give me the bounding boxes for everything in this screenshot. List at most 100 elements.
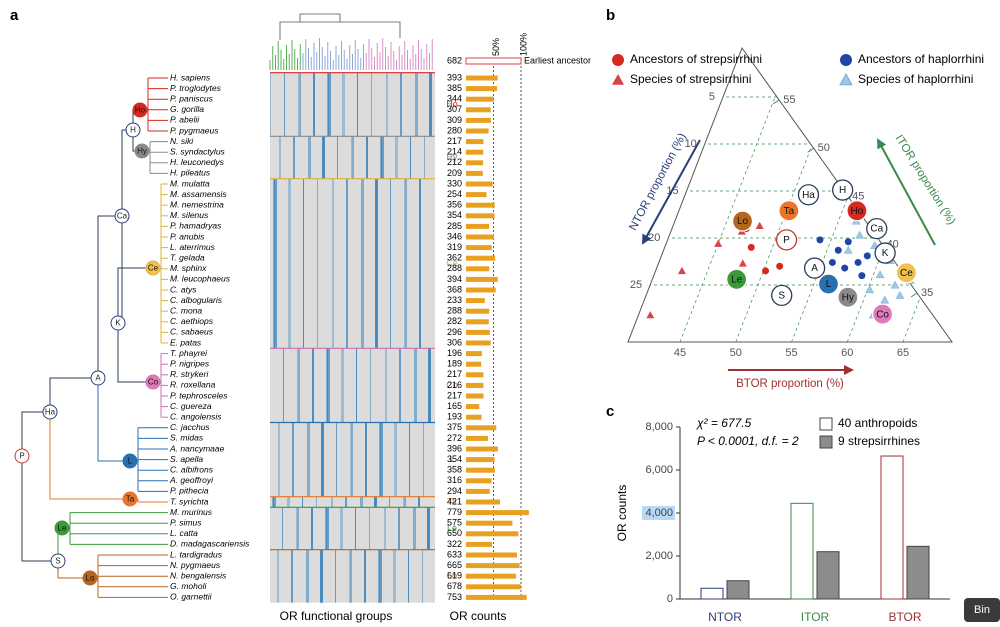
itor-tick [772,99,780,105]
tree-node [114,208,130,224]
species-name: L. tardigradus [170,549,223,559]
heatmap-stripe [322,136,325,179]
count-label: 319 [447,242,462,252]
heatmap-stripe [427,507,430,550]
count-label: 396 [447,443,462,453]
count-bar [466,139,484,145]
bar [790,502,814,600]
group-label: Ce [446,258,458,268]
heatmap-stripe [308,136,311,179]
heatmap-stripe [389,496,390,508]
count-bar [466,96,494,102]
heatmap-stripe [394,422,397,497]
count-label: 294 [447,486,462,496]
heatmap-stripe [395,136,398,179]
heatmap-stripe [355,507,356,550]
heatmap-stripe [356,348,357,423]
count-bar [466,584,521,590]
tree-branch [49,377,98,412]
heatmap-stripe [357,72,358,137]
group-label: Ta [447,496,457,506]
heatmap-stripe [384,507,386,550]
count-label: 421 [447,496,462,506]
species-name: M. silenus [170,210,209,220]
count-label: 346 [447,231,462,241]
species-name: P. tephrosceles [170,390,228,400]
triangle-point [612,74,624,85]
count-label: 393 [447,72,462,82]
heatmap-stripe [296,507,297,550]
heatmap-stripe [282,507,283,550]
circle-point [776,262,784,270]
heatmap-block [270,72,435,137]
tree-node [50,553,66,569]
species-name: P. hamadryas [170,221,222,231]
percent-label: 100% [518,33,528,56]
count-label: 209 [447,168,462,178]
heatmap-stripe [398,507,400,550]
heatmap-stripe [273,178,275,349]
itor-tick [910,292,918,298]
heatmap-block [270,348,435,423]
itor-arrow [877,138,936,246]
count-bar [466,298,485,304]
itor-tick-label: 50 [818,142,830,154]
triangle-point [855,230,865,239]
species-name: H. pileatus [170,168,211,178]
itor-tick-label: 35 [921,287,933,299]
ntor-arrow [642,139,701,245]
ternary: 45505560655101520253540455055NTOR propor… [612,46,984,390]
ancestor-label: A [811,263,818,274]
heatmap-stripe [379,422,381,497]
ancestor-point [725,268,748,291]
heatmap-stripe [370,348,371,423]
bar [880,455,904,600]
species-name: M. murinus [170,507,213,517]
ancestor-point [837,286,859,308]
count-bar [466,393,484,399]
x-tick-label: ITOR [801,610,830,624]
species-name: P. anubis [170,231,205,241]
count-label: 217 [447,136,462,146]
btor-tick-label: 65 [897,347,909,359]
count-label: 650 [447,528,462,538]
tooltip-box [964,598,1000,622]
count-label: 217 [447,369,462,379]
itor-axis-label: ITOR proportion (%) [893,133,958,227]
triangle-point [865,285,875,294]
heatmap-stripe [274,178,277,349]
y-tick-label: 6,000 [645,464,673,476]
count-bar [466,308,490,314]
species-name: N. bengalensis [170,570,227,580]
heatmap-stripe [288,178,291,349]
tree-node-label: Ce [148,264,159,273]
bar [726,580,750,600]
count-bar [466,563,520,569]
count-label: 362 [447,253,462,263]
count-bar [466,117,491,123]
tree-branch [97,378,130,462]
count-bar [466,552,518,558]
heatmap-stripe [419,178,421,349]
count-label: 288 [447,263,462,273]
count-bar [466,245,492,251]
species-name: C. aethiops [170,316,214,326]
itor-tick-label: 55 [783,94,795,106]
heatmap-block [270,507,435,550]
count-label: 779 [447,507,462,517]
species-name: N. siki [170,136,194,146]
heatmap-stripe [293,136,295,179]
count-label: 189 [447,359,462,369]
legend-label: Species of strepsirrhini [630,72,751,86]
heatmap-stripe [326,348,328,423]
ancestor-point [846,200,868,222]
species-name: G. moholi [170,581,207,591]
heatmap-stripe [320,549,323,603]
heatmap-stripe [351,136,352,179]
bar [816,551,840,600]
triangle-point [646,311,655,319]
ancestor-point [874,242,896,264]
count-bar [466,446,498,452]
heatmap-stripe [350,549,352,603]
grid-line [846,48,952,342]
